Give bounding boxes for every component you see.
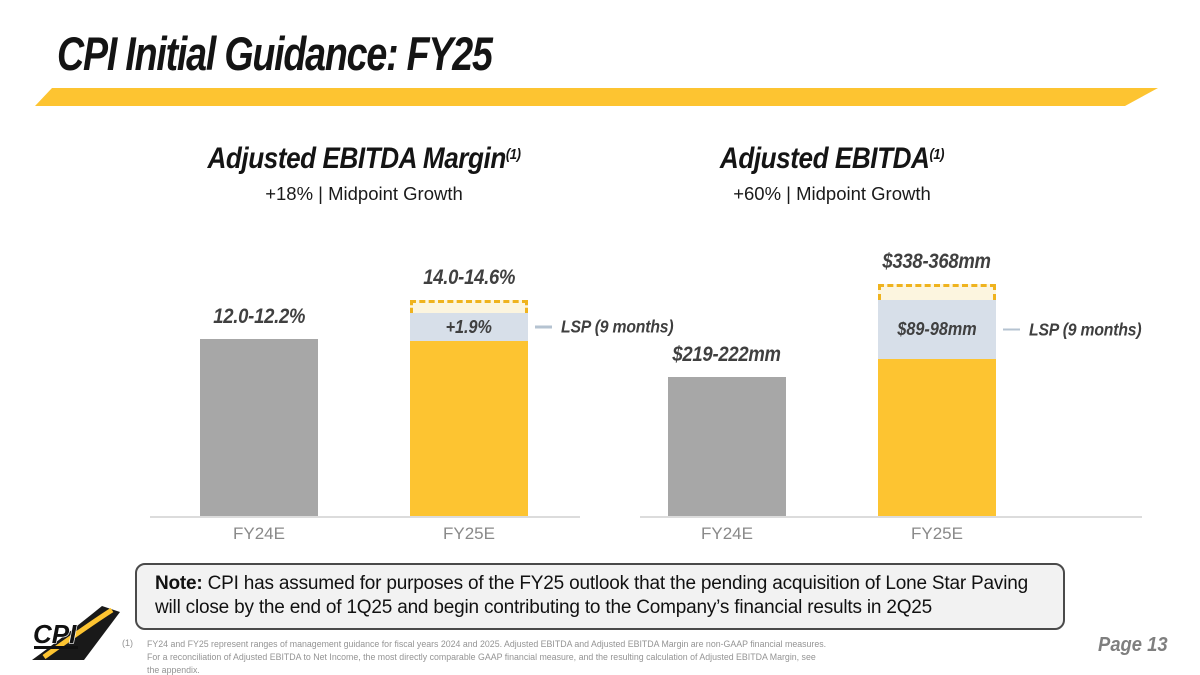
page-number: Page 13 — [1098, 634, 1168, 656]
chart-subtitle: +18% | Midpoint Growth — [265, 183, 463, 204]
footnote-text: FY24 and FY25 represent ranges of manage… — [147, 639, 827, 675]
connector-line — [535, 325, 552, 329]
lsp-annotation: LSP (9 months) — [1003, 319, 1154, 340]
bar-group: 12.0-12.2% — [154, 225, 364, 516]
chart-title-text: Adjusted EBITDA — [719, 142, 930, 175]
category-label: FY24E — [701, 524, 753, 543]
bar-value-label: $219-222mm — [672, 343, 782, 366]
note-label: Note: — [155, 573, 203, 594]
bar-group: $338-368mm $89-98mm LSP (9 months) — [832, 225, 1142, 516]
bar-base-segment — [410, 341, 528, 516]
bar-lsp-segment: $89-98mm — [878, 300, 996, 359]
lsp-value-label: +1.9% — [445, 316, 493, 337]
footnote-ref: (1) — [505, 146, 521, 163]
bar-group: $219-222mm — [622, 225, 832, 516]
bar-stack — [668, 377, 786, 516]
bar-solid-segment — [668, 377, 786, 516]
connector-line — [1003, 328, 1020, 331]
road-graphic-icon: CPI — [32, 606, 120, 660]
category-label: FY24E — [233, 524, 285, 543]
bar-guidance-range-segment — [410, 300, 528, 313]
chart-adjusted-ebitda: Adjusted EBITDA(1) +60% | Midpoint Growt… — [582, 142, 1142, 558]
category-label: FY25E — [443, 524, 495, 543]
chart-subtitle: +60% | Midpoint Growth — [733, 183, 931, 204]
logo-text: CPI — [33, 619, 77, 649]
bar-stack — [200, 339, 318, 516]
chart-adjusted-ebitda-margin: Adjusted EBITDA Margin(1) +18% | Midpoin… — [114, 142, 674, 558]
footnote-ref: (1) — [929, 146, 945, 163]
bar-value-label: $338-368mm — [882, 250, 992, 273]
lsp-annotation-label: LSP (9 months) — [561, 316, 674, 337]
lsp-annotation: LSP (9 months) — [535, 317, 686, 338]
bar-stack: $89-98mm LSP (9 months) — [878, 284, 1142, 516]
category-axis: FY24E FY25E — [582, 524, 1082, 544]
chart-title-text: Adjusted EBITDA Margin — [207, 142, 507, 175]
cpi-logo: CPI — [28, 602, 124, 662]
bar-base-segment — [878, 359, 996, 516]
lsp-annotation-label: LSP (9 months) — [1029, 319, 1142, 339]
plot-area: 12.0-12.2% 14.0-14.6% +1.9% LSP (9 months) — [114, 225, 674, 518]
title-divider-rule — [35, 88, 1158, 106]
bar-group: 14.0-14.6% +1.9% LSP (9 months) — [364, 225, 674, 516]
note-text: CPI has assumed for purposes of the FY25… — [155, 573, 1028, 619]
bar-value-label: 12.0-12.2% — [213, 305, 305, 328]
footnote-marker: (1) — [122, 638, 133, 648]
bar-solid-segment — [200, 339, 318, 516]
slide-title: CPI Initial Guidance: FY25 — [57, 27, 493, 80]
bar-guidance-range-segment — [878, 284, 996, 300]
bar-stack: +1.9% LSP (9 months) — [410, 300, 674, 516]
chart-title: Adjusted EBITDA(1) — [615, 142, 1050, 176]
lsp-value-label: $89-98mm — [897, 319, 977, 339]
bar-lsp-segment: +1.9% — [410, 313, 528, 341]
category-axis: FY24E FY25E — [114, 524, 614, 544]
chart-title: Adjusted EBITDA Margin(1) — [147, 142, 582, 176]
plot-area: $219-222mm $338-368mm $89-98mm LSP (9 month… — [582, 225, 1142, 518]
category-label: FY25E — [911, 524, 963, 543]
note-box: Note: CPI has assumed for purposes of th… — [135, 563, 1065, 630]
bar-value-label: 14.0-14.6% — [423, 266, 515, 289]
